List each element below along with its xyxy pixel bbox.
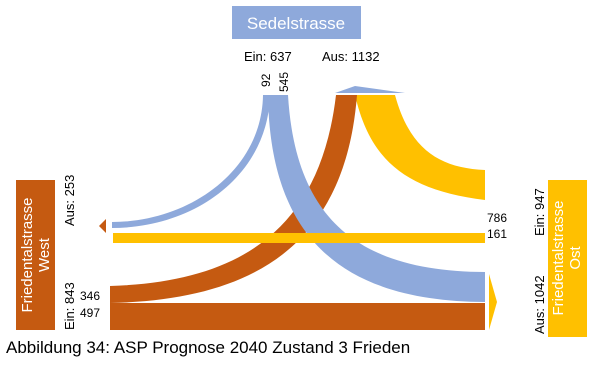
node-friedentalstrasse-ost xyxy=(548,180,587,337)
node-sedelstrasse-aus: Aus: 1132 xyxy=(322,49,380,64)
arrow-into-east xyxy=(489,274,497,330)
node-west-ein: Ein: 843 xyxy=(62,282,77,330)
flow-west-to-north xyxy=(110,95,357,303)
node-sedelstrasse-ein: Ein: 637 xyxy=(244,49,292,64)
flow-east-to-north xyxy=(355,95,485,200)
flow-east-to-west xyxy=(113,233,485,243)
node-sedelstrasse-title: Sedelstrasse xyxy=(247,14,345,33)
node-west-title-line2: West xyxy=(36,237,53,272)
node-west-title-line1: Friedentalstrasse xyxy=(19,197,36,312)
flow-west-to-east xyxy=(110,303,485,330)
node-friedentalstrasse-west xyxy=(16,180,55,330)
flow-north-to-west xyxy=(112,95,270,228)
node-east-title-line1: Friedentalstrasse xyxy=(550,200,567,315)
flow-north-to-east xyxy=(268,95,485,302)
node-east-title-line2: Ost xyxy=(567,246,584,270)
flow-label-east-to-west: 161 xyxy=(487,227,507,241)
node-east-ein: Ein: 947 xyxy=(532,188,547,236)
node-east-aus: Aus: 1042 xyxy=(532,275,547,334)
node-sedelstrasse xyxy=(232,6,361,39)
arrow-into-west xyxy=(99,219,106,233)
node-west-aus: Aus: 253 xyxy=(62,175,77,226)
flow-label-west-to-north: 346 xyxy=(80,289,100,303)
flow-label-west-to-east: 497 xyxy=(80,306,100,320)
flow-label-east-to-north: 786 xyxy=(487,211,507,225)
flow-label-north-to-east: 545 xyxy=(277,72,291,92)
flow-label-north-to-west: 92 xyxy=(259,73,273,87)
figure-caption: Abbildung 34: ASP Prognose 2040 Zustand … xyxy=(6,338,411,357)
arrow-into-north xyxy=(335,86,405,93)
